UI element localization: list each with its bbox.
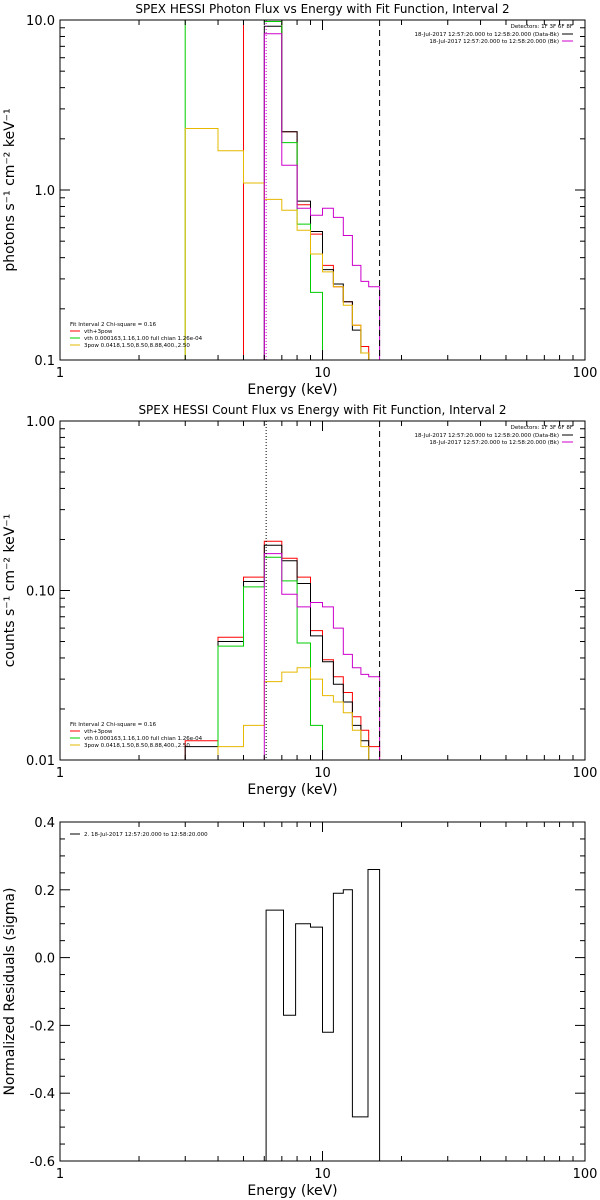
y-tick-label: 0.1 xyxy=(34,354,55,369)
series-line-3 xyxy=(185,667,380,760)
x-tick-label: 1 xyxy=(56,1167,64,1182)
x-tick-label: 100 xyxy=(573,366,598,381)
x-tick-label: 1 xyxy=(56,366,64,381)
fit-interval-label: Fit Interval 2 Chi-square = 0.16 xyxy=(70,722,157,728)
x-axis-label: Energy (keV) xyxy=(247,1183,337,1199)
y-tick-label: -0.6 xyxy=(30,1155,55,1170)
legend-entry-text: vth 0.000163,1.16,1.00 full chian 1.26e-… xyxy=(84,336,203,342)
x-tick-label: 10 xyxy=(314,1167,331,1182)
fit-interval-label: Fit Interval 2 Chi-square = 0.16 xyxy=(70,322,157,328)
series-line-0 xyxy=(265,869,381,1161)
series-line-3 xyxy=(184,128,380,360)
legend-entry-text: 18-Jul-2017 12:57:20.000 to 12:58:20.000… xyxy=(429,39,559,45)
legend-entry-text: 3pow 0.0418,1.50,8.50,8.88,400.,2.50 xyxy=(84,743,190,749)
chart-title: SPEX HESSI Photon Flux vs Energy with Fi… xyxy=(135,2,509,16)
detectors-label: Detectors: 1F 3F 6F 8F xyxy=(511,24,573,30)
x-tick-label: 10 xyxy=(314,366,331,381)
y-tick-label: 1.00 xyxy=(26,415,55,430)
y-tick-label: 10.0 xyxy=(26,14,55,29)
legend-entry-text: 3pow 0.0418,1.50,8.50,8.88,400.,2.50 xyxy=(84,343,190,349)
series-line-4 xyxy=(263,553,381,760)
y-axis-label: Normalized Residuals (sigma) xyxy=(2,888,18,1096)
y-tick-label: -0.4 xyxy=(30,1087,55,1102)
series-line-2 xyxy=(185,556,380,760)
x-axis-label: Energy (keV) xyxy=(247,382,337,398)
y-tick-label: -0.2 xyxy=(30,1019,55,1034)
x-tick-label: 100 xyxy=(573,766,598,781)
chart-title: SPEX HESSI Count Flux vs Energy with Fit… xyxy=(138,403,506,417)
y-axis-label: counts s⁻¹ cm⁻² keV⁻¹ xyxy=(2,514,18,668)
y-axis-label: photons s⁻¹ cm⁻² keV⁻¹ xyxy=(2,108,18,271)
y-tick-label: 0.01 xyxy=(26,754,55,769)
series-line-0 xyxy=(184,540,381,760)
legend-entry-text: vth+3pow xyxy=(84,729,113,735)
y-tick-label: 1.0 xyxy=(34,184,55,199)
legend-entry-text: vth 0.000163,1.16,1.00 full chian 1.26e-… xyxy=(84,736,203,742)
y-tick-label: 0.2 xyxy=(34,884,55,899)
x-tick-label: 1 xyxy=(56,766,64,781)
count-flux-panel: SPEX HESSI Count Flux vs Energy with Fit… xyxy=(2,403,597,798)
y-tick-label: 0.0 xyxy=(34,952,55,967)
y-tick-label: 0.10 xyxy=(26,585,55,600)
x-axis-label: Energy (keV) xyxy=(247,782,337,798)
series-line-2 xyxy=(184,20,380,360)
detectors-label: Detectors: 1F 3F 6F 8F xyxy=(511,425,573,431)
legend-entry-text: 18-Jul-2017 12:57:20.000 to 12:58:20.000… xyxy=(415,433,560,439)
photon-flux-panel: SPEX HESSI Photon Flux vs Energy with Fi… xyxy=(2,2,597,398)
series-line-1 xyxy=(184,544,380,760)
x-tick-label: 100 xyxy=(573,1167,598,1182)
y-tick-label: 0.4 xyxy=(34,816,55,831)
legend-entry-text: 2. 18-Jul-2017 12:57:20.000 to 12:58:20.… xyxy=(84,832,208,838)
series-line-4 xyxy=(263,33,381,360)
plot-frame xyxy=(59,420,586,761)
residuals-panel: 1 10 100 Energy (keV) -0.6 -0.4 -0.2 0.0 0.2 0.4 N… xyxy=(2,816,597,1199)
legend-entry-text: vth+3pow xyxy=(84,329,113,335)
legend-entry-text: 18-Jul-2017 12:57:20.000 to 12:58:20.000… xyxy=(429,440,559,446)
legend-entry-text: 18-Jul-2017 12:57:20.000 to 12:58:20.000… xyxy=(415,32,560,38)
x-tick-label: 10 xyxy=(314,766,331,781)
